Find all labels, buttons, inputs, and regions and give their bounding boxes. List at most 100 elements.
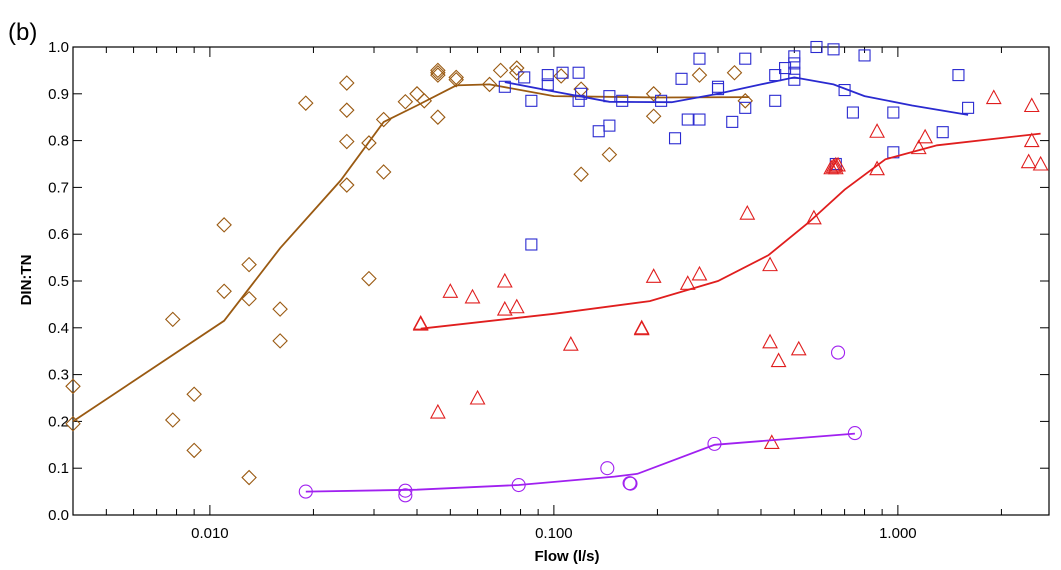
- diamond-data-point: [430, 64, 446, 81]
- circle-data-point: [398, 488, 413, 503]
- diamond-data-point: [573, 81, 589, 97]
- square-data-point: [525, 238, 538, 251]
- triangle-data-point: [442, 283, 459, 298]
- diamond-data-point: [186, 442, 202, 459]
- panel-label: (b): [8, 19, 37, 46]
- square-data-point: [838, 84, 851, 97]
- y-axis-title: DIN:TN: [18, 255, 35, 306]
- diamond-data-point: [338, 75, 355, 91]
- diamond-data-point: [492, 62, 509, 79]
- triangle-data-point: [1032, 155, 1049, 171]
- y-tick-label: 0.5: [48, 273, 69, 290]
- triangle-series-trend-line: [420, 132, 1041, 330]
- y-tick-label: 0.8: [48, 133, 69, 150]
- square-data-point: [962, 101, 975, 114]
- diamond-data-point: [737, 93, 754, 109]
- y-tick-label: 0.6: [48, 226, 69, 243]
- diamond-data-point: [375, 111, 392, 128]
- triangle-data-point: [412, 315, 429, 331]
- square-data-point: [525, 94, 538, 107]
- triangle-data-point: [633, 320, 650, 336]
- diamond-data-point: [164, 412, 181, 428]
- square-data-point: [827, 43, 840, 56]
- triangle-data-point: [869, 123, 885, 138]
- circle-data-point: [847, 426, 862, 441]
- diamond-data-point: [430, 109, 446, 125]
- square-data-point: [779, 62, 792, 75]
- y-tick-label: 0.2: [48, 413, 69, 430]
- diamond-data-point: [430, 62, 446, 79]
- diamond-data-point: [481, 76, 498, 93]
- square-data-point: [556, 66, 569, 79]
- square-data-point: [575, 87, 588, 100]
- square-data-point: [952, 69, 965, 82]
- y-tick-label: 0.0: [48, 507, 69, 524]
- square-series-trend-line: [504, 76, 969, 116]
- plot-frame: [72, 46, 1050, 516]
- diamond-data-point: [375, 164, 392, 180]
- square-data-point: [603, 119, 616, 132]
- triangle-data-point: [562, 336, 579, 351]
- diamond-data-point: [553, 68, 569, 84]
- circle-data-point: [600, 461, 615, 476]
- triangle-data-point: [770, 352, 787, 368]
- diamond-data-point: [601, 146, 618, 163]
- triangle-data-point: [496, 300, 513, 316]
- y-tick-label: 0.7: [48, 179, 69, 196]
- diamond-data-point: [430, 67, 446, 83]
- diamond-data-point: [397, 93, 414, 110]
- square-data-point: [711, 83, 725, 96]
- square-data-point: [541, 78, 554, 91]
- square-data-point: [936, 126, 949, 139]
- circle-data-point: [298, 484, 313, 499]
- diamond-data-point: [65, 378, 81, 395]
- diamond-data-point: [216, 217, 232, 233]
- y-tick-label: 1.0: [48, 39, 69, 56]
- triangle-data-point: [762, 333, 778, 349]
- triangle-data-point: [645, 268, 662, 283]
- square-data-point: [810, 40, 823, 54]
- square-data-point: [603, 90, 616, 103]
- y-tick-label: 0.3: [48, 367, 69, 384]
- y-tick-label: 0.1: [48, 460, 69, 477]
- diamond-data-point: [508, 64, 525, 81]
- diamond-data-point: [448, 71, 464, 88]
- diamond-data-point: [338, 102, 355, 118]
- square-data-point: [846, 106, 859, 119]
- circle-data-point: [398, 483, 413, 498]
- square-data-point: [541, 69, 554, 82]
- square-data-point: [572, 94, 585, 107]
- triangle-data-point: [1020, 153, 1037, 169]
- diamond-data-point: [409, 86, 425, 102]
- square-data-point: [616, 94, 629, 107]
- diamond-data-point: [338, 177, 355, 193]
- square-data-point: [592, 125, 605, 138]
- triangle-data-point: [464, 288, 481, 304]
- square-data-point: [788, 50, 801, 63]
- triangle-data-point: [1023, 97, 1040, 113]
- square-data-point: [788, 66, 801, 79]
- diamond-data-point: [65, 415, 81, 432]
- diamond-data-point: [272, 301, 288, 317]
- triangle-data-point: [508, 298, 525, 314]
- diamond-data-point: [272, 333, 288, 349]
- diamond-data-point: [508, 60, 525, 76]
- diamond-data-point: [186, 386, 202, 403]
- circle-data-point: [707, 436, 722, 451]
- square-data-point: [788, 57, 801, 70]
- triangle-data-point: [469, 389, 486, 405]
- x-tick-label: 0.010: [191, 525, 229, 542]
- square-data-point: [739, 101, 752, 114]
- triangle-data-point: [790, 340, 807, 356]
- diamond-data-point: [297, 95, 314, 111]
- diamond-data-point: [241, 469, 257, 486]
- square-data-point: [769, 69, 782, 82]
- circle-data-point: [511, 477, 526, 493]
- y-tick-label: 0.9: [48, 86, 69, 103]
- triangle-data-point: [825, 158, 842, 173]
- square-data-point: [675, 72, 688, 85]
- square-data-point: [858, 49, 871, 62]
- circle-series-trend-line: [305, 432, 855, 493]
- triangle-data-point: [496, 272, 513, 288]
- square-data-point: [518, 71, 531, 84]
